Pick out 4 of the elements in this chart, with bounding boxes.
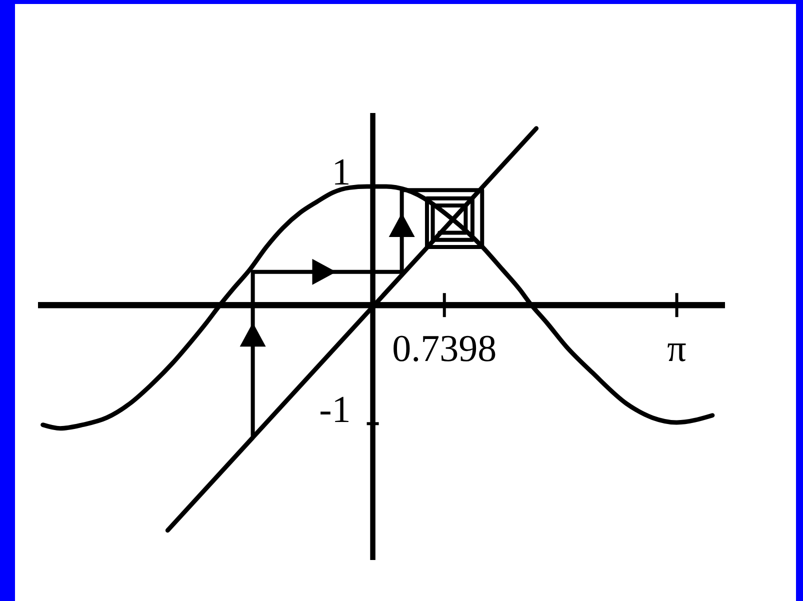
- y-tick-label: 1: [332, 152, 351, 194]
- x-tick-label: 0.7398: [392, 328, 497, 370]
- x-tick-label: π: [667, 328, 686, 370]
- y-tick-label: -1: [319, 388, 351, 431]
